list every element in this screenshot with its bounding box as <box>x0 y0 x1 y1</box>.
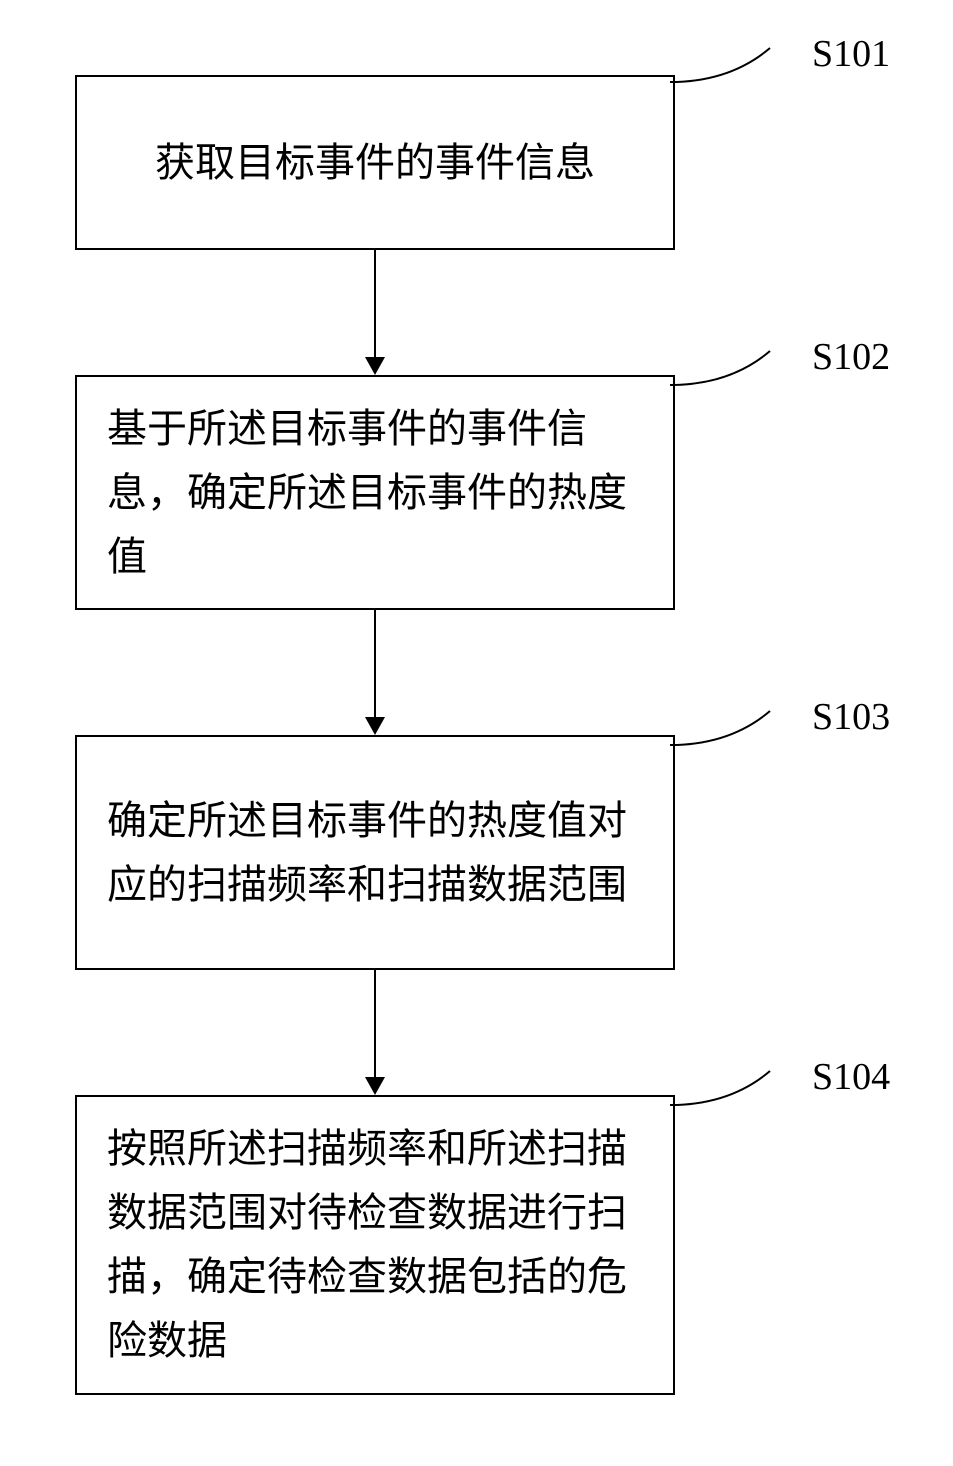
step-label-s102: S102 <box>812 335 890 379</box>
connector-s103-s104 <box>374 970 376 1077</box>
label-curve-s103 <box>670 703 815 758</box>
step-label-s103: S103 <box>812 695 890 739</box>
step-box-s103: 确定所述目标事件的热度值对应的扫描频率和扫描数据范围 <box>75 735 675 970</box>
step-text-s103: 确定所述目标事件的热度值对应的扫描频率和扫描数据范围 <box>107 789 643 917</box>
label-curve-s102 <box>670 343 815 398</box>
flowchart-container: 获取目标事件的事件信息 S101 基于所述目标事件的事件信息，确定所述目标事件的… <box>0 0 953 1466</box>
label-curve-s101 <box>670 40 815 95</box>
arrowhead-s101-s102 <box>365 357 385 375</box>
step-box-s101: 获取目标事件的事件信息 <box>75 75 675 250</box>
step-text-s102: 基于所述目标事件的事件信息，确定所述目标事件的热度值 <box>107 397 643 589</box>
step-box-s104: 按照所述扫描频率和所述扫描数据范围对待检查数据进行扫描，确定待检查数据包括的危险… <box>75 1095 675 1395</box>
label-curve-s104 <box>670 1063 815 1118</box>
arrowhead-s103-s104 <box>365 1077 385 1095</box>
step-box-s102: 基于所述目标事件的事件信息，确定所述目标事件的热度值 <box>75 375 675 610</box>
step-text-s104: 按照所述扫描频率和所述扫描数据范围对待检查数据进行扫描，确定待检查数据包括的危险… <box>107 1117 643 1373</box>
arrowhead-s102-s103 <box>365 717 385 735</box>
step-label-s104: S104 <box>812 1055 890 1099</box>
step-text-s101: 获取目标事件的事件信息 <box>155 131 595 195</box>
connector-s102-s103 <box>374 610 376 717</box>
step-label-s101: S101 <box>812 32 890 76</box>
connector-s101-s102 <box>374 250 376 357</box>
